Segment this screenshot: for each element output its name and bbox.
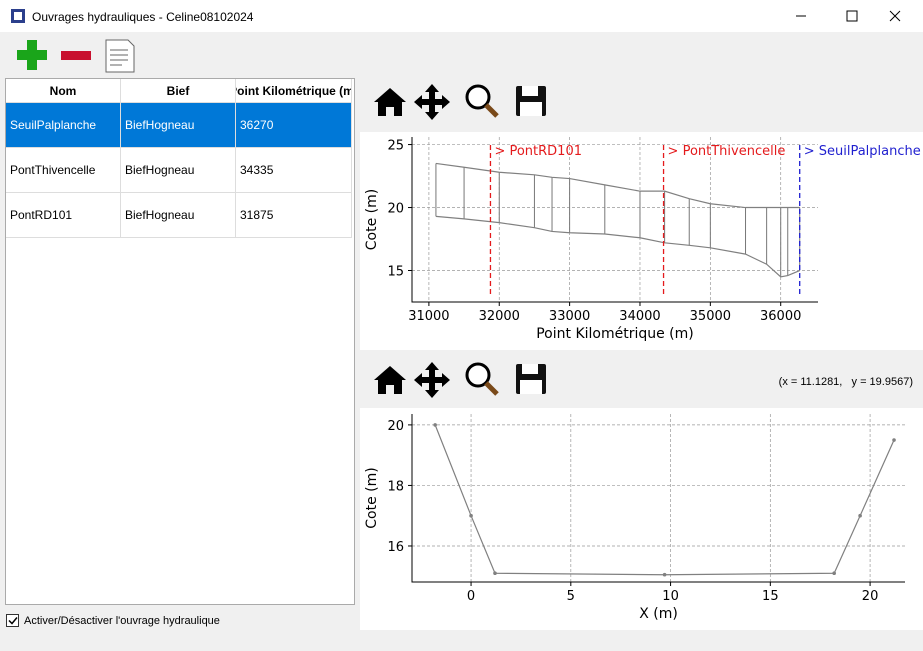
data-point (892, 438, 896, 442)
structure-label: > PontThivencelle (668, 144, 786, 159)
column-header[interactable]: Point Kilométrique (m) (236, 79, 352, 103)
data-point (662, 572, 667, 577)
remove-button[interactable] (61, 51, 91, 60)
zoom-button[interactable] (465, 84, 499, 118)
data-point (433, 423, 437, 427)
main-toolbar[interactable] (10, 36, 140, 74)
window-controls[interactable] (790, 8, 910, 24)
y-tick-label: 20 (387, 202, 404, 217)
x-tick-label: 34000 (619, 309, 660, 324)
column-header[interactable]: Bief (121, 79, 236, 103)
column-header[interactable]: Nom (6, 79, 121, 103)
x-tick-label: 20 (862, 589, 879, 604)
x-tick-label: 0 (467, 589, 475, 604)
data-point (469, 513, 473, 518)
x-tick-label: 31000 (408, 309, 449, 324)
x-tick-label: 5 (567, 589, 575, 604)
y-tick-label: 18 (387, 479, 404, 494)
x-axis-label: X (m) (639, 606, 678, 622)
data-point (858, 513, 862, 518)
section-chart: 0 5 10 15 20 16 18 20 X (m) Cote (m) (360, 408, 923, 630)
checkbox-label: Activer/Désactiver l'ouvrage hydraulique (24, 615, 220, 627)
cursor-coords: (x = 11.1281, y = 19.9567) (778, 376, 913, 388)
plot-toolbar[interactable] (362, 358, 562, 402)
table-cell[interactable]: PontRD101 (6, 193, 121, 238)
app-icon (11, 9, 25, 23)
x-tick-label: 32000 (479, 309, 520, 324)
structure-label: > SeuilPalplanche (804, 144, 921, 159)
pan-button[interactable] (414, 362, 450, 398)
x-tick-label: 10 (662, 589, 679, 604)
table: Nom Bief Point Kilométrique (m) SeuilPalpla… (5, 78, 355, 605)
y-axis-label: Cote (m) (364, 189, 380, 250)
checkbox[interactable] (6, 614, 20, 628)
x-axis-label: Point Kilométrique (m) (536, 326, 694, 342)
table-cell[interactable]: BiefHogneau (121, 148, 236, 193)
pan-button[interactable] (414, 84, 450, 120)
y-tick-label: 15 (387, 265, 404, 280)
edit-button[interactable] (105, 39, 135, 73)
title-bar: Ouvrages hydrauliques - Celine08102024 (0, 0, 923, 32)
axes-frame (411, 414, 905, 583)
x-tick-label: 33000 (549, 309, 590, 324)
y-tick-label: 20 (387, 419, 404, 434)
structure-label: > PontRD101 (494, 144, 582, 159)
x-tick-label: 35000 (690, 309, 731, 324)
table-cell[interactable]: SeuilPalplanche (6, 103, 121, 148)
x-tick-label: 15 (762, 589, 779, 604)
axes-frame (411, 137, 818, 303)
table-cell[interactable]: 31875 (236, 193, 352, 238)
save-button[interactable] (516, 86, 546, 116)
data-line (435, 162, 800, 209)
home-button[interactable] (374, 366, 406, 394)
y-tick-label: 16 (387, 540, 404, 555)
window-title: Ouvrages hydrauliques - Celine08102024 (32, 10, 254, 24)
home-button[interactable] (374, 88, 406, 116)
table-cell[interactable]: 36270 (236, 103, 352, 148)
table-cell[interactable]: 34335 (236, 148, 352, 193)
y-axis-label: Cote (m) (364, 467, 380, 528)
data-line (434, 424, 895, 576)
zoom-button[interactable] (465, 362, 499, 396)
table-cell[interactable]: BiefHogneau (121, 103, 236, 148)
y-tick-label: 25 (387, 139, 404, 154)
table-cell[interactable]: PontThivencelle (6, 148, 121, 193)
x-tick-label: 36000 (760, 309, 801, 324)
data-point (832, 571, 836, 576)
save-button[interactable] (516, 364, 546, 394)
profile-chart: 31000 32000 33000 34000 35000 36000 15 20 25 Poin… (360, 132, 923, 350)
data-point (493, 571, 497, 576)
plot-toolbar[interactable] (362, 80, 562, 124)
data-line (435, 215, 800, 278)
table-cell[interactable]: BiefHogneau (121, 193, 236, 238)
add-button[interactable] (17, 40, 47, 70)
